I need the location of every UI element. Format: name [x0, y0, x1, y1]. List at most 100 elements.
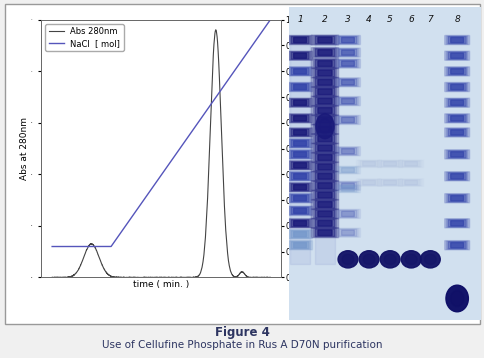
FancyBboxPatch shape	[318, 155, 332, 160]
FancyBboxPatch shape	[444, 150, 469, 159]
FancyBboxPatch shape	[289, 36, 310, 44]
FancyBboxPatch shape	[336, 36, 358, 44]
FancyBboxPatch shape	[315, 182, 334, 189]
Ellipse shape	[400, 251, 420, 268]
FancyBboxPatch shape	[290, 162, 308, 169]
FancyBboxPatch shape	[315, 36, 334, 44]
FancyBboxPatch shape	[287, 194, 312, 203]
FancyBboxPatch shape	[338, 148, 356, 155]
FancyBboxPatch shape	[445, 67, 467, 76]
Bar	[289, 35, 310, 264]
NaCl  [ mol]	[260, 27, 266, 31]
X-axis label: time ( min. ): time ( min. )	[133, 280, 189, 289]
Ellipse shape	[315, 113, 333, 139]
FancyBboxPatch shape	[315, 49, 334, 56]
FancyBboxPatch shape	[359, 180, 377, 185]
FancyBboxPatch shape	[290, 84, 308, 91]
FancyBboxPatch shape	[289, 241, 310, 249]
FancyBboxPatch shape	[5, 4, 479, 324]
FancyBboxPatch shape	[311, 58, 338, 69]
FancyBboxPatch shape	[315, 69, 334, 77]
FancyBboxPatch shape	[318, 183, 332, 189]
FancyBboxPatch shape	[289, 207, 310, 215]
FancyBboxPatch shape	[380, 161, 398, 166]
FancyBboxPatch shape	[447, 173, 465, 180]
FancyBboxPatch shape	[313, 125, 336, 134]
FancyBboxPatch shape	[313, 191, 336, 199]
FancyBboxPatch shape	[313, 181, 336, 190]
FancyBboxPatch shape	[289, 219, 310, 227]
FancyBboxPatch shape	[318, 230, 332, 236]
Text: 3: 3	[345, 15, 350, 24]
FancyBboxPatch shape	[335, 166, 360, 174]
FancyBboxPatch shape	[293, 208, 306, 213]
Ellipse shape	[450, 290, 463, 306]
FancyBboxPatch shape	[293, 243, 306, 248]
FancyBboxPatch shape	[404, 180, 417, 185]
Text: Figure 4: Figure 4	[214, 326, 270, 339]
FancyBboxPatch shape	[293, 163, 306, 168]
FancyBboxPatch shape	[290, 242, 308, 249]
FancyBboxPatch shape	[445, 150, 467, 158]
FancyBboxPatch shape	[313, 106, 336, 115]
Ellipse shape	[358, 251, 378, 268]
FancyBboxPatch shape	[287, 128, 312, 137]
FancyBboxPatch shape	[311, 124, 338, 134]
Bar	[314, 35, 334, 264]
FancyBboxPatch shape	[338, 211, 356, 217]
NaCl  [ mol]	[49, 245, 55, 249]
FancyBboxPatch shape	[318, 174, 332, 179]
FancyBboxPatch shape	[290, 220, 308, 227]
FancyBboxPatch shape	[445, 114, 467, 122]
FancyBboxPatch shape	[290, 37, 308, 44]
FancyBboxPatch shape	[356, 160, 381, 168]
Abs 280nm	[60, 275, 66, 280]
Y-axis label: NaCl [ M ]: NaCl [ M ]	[300, 126, 309, 171]
FancyBboxPatch shape	[380, 180, 398, 185]
FancyBboxPatch shape	[356, 179, 381, 186]
Abs 280nm	[267, 275, 273, 280]
Text: 5: 5	[386, 15, 392, 24]
FancyBboxPatch shape	[287, 114, 312, 123]
Abs 280nm	[155, 275, 161, 280]
FancyBboxPatch shape	[444, 194, 469, 203]
FancyBboxPatch shape	[290, 99, 308, 106]
FancyBboxPatch shape	[293, 141, 306, 146]
FancyBboxPatch shape	[293, 69, 306, 74]
FancyBboxPatch shape	[287, 230, 312, 239]
FancyBboxPatch shape	[341, 117, 354, 122]
Ellipse shape	[405, 254, 416, 265]
FancyBboxPatch shape	[311, 87, 338, 97]
FancyBboxPatch shape	[287, 206, 312, 216]
FancyBboxPatch shape	[336, 185, 358, 192]
FancyBboxPatch shape	[289, 99, 310, 107]
FancyBboxPatch shape	[311, 48, 338, 58]
FancyBboxPatch shape	[378, 160, 400, 167]
FancyBboxPatch shape	[341, 211, 354, 217]
FancyBboxPatch shape	[450, 116, 463, 121]
Text: 7: 7	[426, 15, 432, 24]
FancyBboxPatch shape	[335, 48, 360, 57]
FancyBboxPatch shape	[447, 115, 465, 122]
FancyBboxPatch shape	[318, 136, 332, 141]
FancyBboxPatch shape	[404, 161, 417, 166]
FancyBboxPatch shape	[311, 134, 338, 144]
FancyBboxPatch shape	[341, 230, 354, 235]
FancyBboxPatch shape	[450, 195, 463, 201]
FancyBboxPatch shape	[378, 179, 400, 186]
FancyBboxPatch shape	[341, 98, 354, 104]
FancyBboxPatch shape	[311, 199, 338, 209]
FancyBboxPatch shape	[313, 200, 336, 209]
FancyBboxPatch shape	[362, 180, 375, 185]
FancyBboxPatch shape	[358, 160, 379, 167]
FancyBboxPatch shape	[313, 48, 336, 57]
FancyBboxPatch shape	[336, 59, 358, 68]
Abs 280nm	[49, 275, 55, 279]
FancyBboxPatch shape	[383, 161, 396, 166]
FancyBboxPatch shape	[315, 173, 334, 180]
FancyBboxPatch shape	[447, 242, 465, 249]
FancyBboxPatch shape	[338, 229, 356, 236]
FancyBboxPatch shape	[338, 167, 356, 173]
FancyBboxPatch shape	[336, 182, 358, 190]
FancyBboxPatch shape	[315, 210, 334, 218]
